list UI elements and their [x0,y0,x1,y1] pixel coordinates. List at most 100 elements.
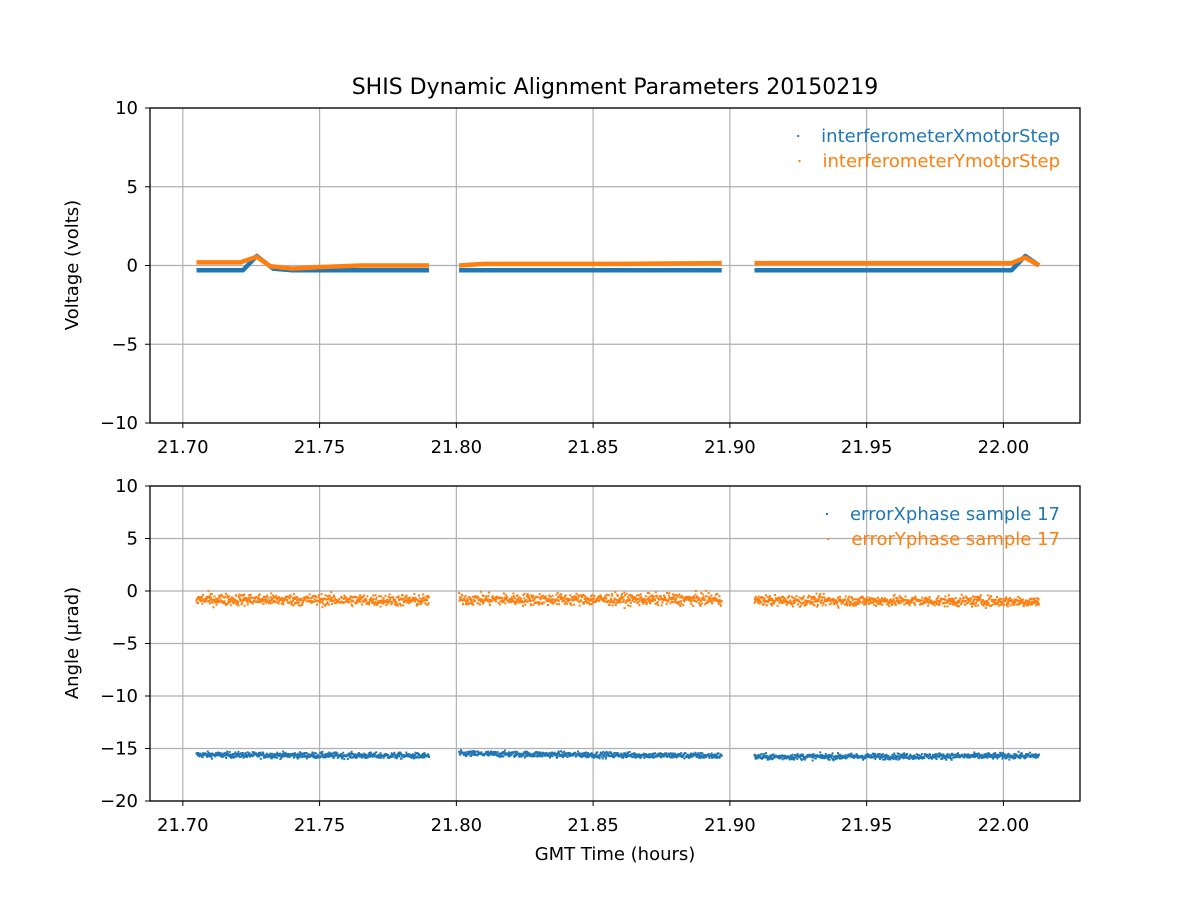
angle-series-2-point [305,600,308,603]
angle-series-2-point [618,600,621,603]
angle-series-1-point [279,758,282,760]
angle-series-1-point [557,750,560,753]
angle-series-2-point [291,603,294,606]
angle-series-2-point [691,596,693,599]
angle-series-1-point [946,753,949,756]
angle-series-1-point [864,757,866,760]
angle-series-2-point [477,595,480,598]
angle-series-1-point [878,753,881,755]
angle-series-2-point [956,601,959,604]
angle-series-2-point [633,595,636,598]
angle-series-2-point [310,597,313,600]
angle-series-2-point [696,595,699,598]
angle-series-2-point [845,603,848,606]
angle-series-1-point [944,757,947,760]
angle-series-2-point [1013,603,1016,606]
angle-series-2-point [669,596,672,599]
angle-series-1-point [773,756,776,759]
angle-series-1-point [324,756,327,759]
angle-series-1-point [758,754,761,757]
angle-series-2-point [525,594,528,597]
angle-series-2-point [346,601,349,604]
angle-series-1-point [358,754,361,757]
angle-series-1-point [605,755,608,758]
angle-series-1-point [427,754,430,757]
angle-series-1-point [547,755,550,758]
angle-series-2-point [900,596,903,599]
angle-series-2-point [887,600,890,603]
angle-series-2-point [711,602,714,605]
angle-series-2-point [573,603,576,606]
angle-series-1-point [793,754,796,756]
angle-series-1-point [235,754,238,756]
angle-series-2-point [805,603,808,606]
voltage-y-tick-label: 5 [127,177,138,198]
angle-series-2-point [768,595,771,597]
angle-series-2-point [641,601,643,603]
angle-series-2-point [255,596,258,598]
angle-series-2-point [964,600,967,603]
angle-series-1-point [883,755,886,758]
voltage-legend: interferometerXmotorStepinterferometerYm… [797,126,1060,172]
angle-series-2-point [635,599,638,602]
angle-series-2-point [669,602,672,605]
angle-series-2-point [219,595,221,598]
angle-series-2-point [982,600,985,603]
angle-series-2-point [651,594,653,597]
angle-series-2-point [572,598,575,601]
angle-series-2-point [358,600,361,603]
angle-series-1-point [333,751,336,754]
angle-series-1-point [395,757,398,760]
angle-series-2-point [372,598,375,600]
angle-series-2-segment [753,592,1040,609]
angle-series-1-point [244,752,247,755]
angle-series-1-point [639,753,642,756]
angle-series-2-point [683,600,686,603]
angle-series-2-point [555,599,558,602]
angle-series-1-point [341,756,344,759]
angle-series-1-point [225,754,228,757]
angle-series-2-point [753,597,756,600]
angle-series-2-point [569,594,572,597]
angle-series-2-point [782,598,785,601]
angle-legend-marker [827,538,830,540]
angle-series-2-point [330,599,333,601]
angle-series-1-point [223,753,226,756]
angle-series-2-point [828,603,831,606]
angle-series-2-point [405,594,408,597]
angle-series-2-point [614,591,617,594]
angle-series-1-point [824,755,827,757]
angle-series-1-point [796,752,799,755]
angle-series-2-point [519,599,522,602]
angle-series-2-point [838,600,841,603]
angle-series-2-point [517,596,520,599]
angle-series-2-point [888,602,891,604]
voltage-series-2-segment [754,255,1041,268]
angle-series-2-point [943,602,946,604]
angle-series-2-point [407,599,410,602]
angle-series-2-point [824,598,827,601]
angle-series-2-point [699,600,702,602]
angle-series-2-point [914,595,917,598]
angle-series-1-point [476,754,479,757]
angle-series-1-point [903,753,906,756]
angle-series-2-point [1014,598,1017,601]
angle-series-2-point [584,597,587,600]
angle-series-2-point [799,605,802,608]
angle-series-2-point [239,598,241,601]
angle-series-2-point [515,600,518,603]
angle-series-2-point [587,597,590,600]
angle-series-2-point [1004,599,1007,602]
angle-series-1-point [669,752,672,755]
angle-series-2-point [546,598,549,601]
angle-series-2-point [836,604,839,607]
angle-series-2-point [518,601,521,604]
angle-series-2-point [770,604,773,607]
angle-series-2-point [698,597,701,600]
angle-series-1-point [384,753,387,755]
angle-series-1-point [720,754,723,757]
angle-series-2-point [277,602,280,605]
angle-series-2-point [805,601,808,604]
angle-series-2-point [243,594,246,597]
angle-series-2-point [708,596,711,599]
